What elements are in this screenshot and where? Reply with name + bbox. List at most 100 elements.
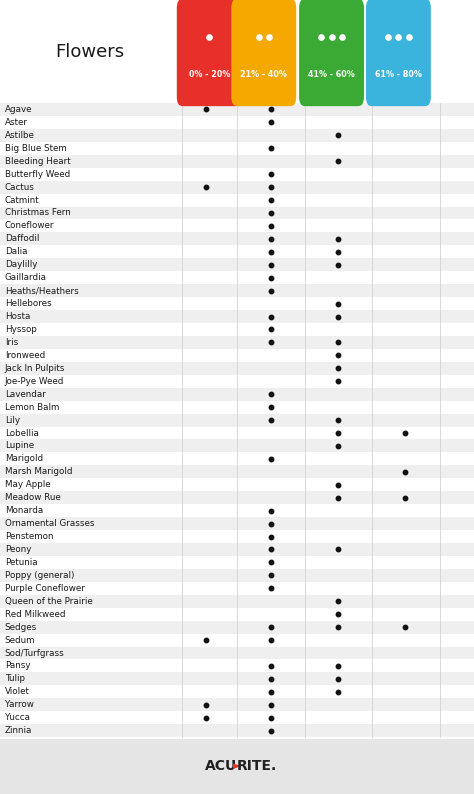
Bar xyxy=(0,738,474,794)
Text: Lobellia: Lobellia xyxy=(5,429,38,437)
Text: Big Blue Stem: Big Blue Stem xyxy=(5,144,66,152)
Bar xyxy=(0,194,474,206)
Bar xyxy=(0,426,474,440)
Text: Daylilly: Daylilly xyxy=(5,260,37,269)
Text: Astilbe: Astilbe xyxy=(5,131,35,140)
Bar xyxy=(0,168,474,181)
Text: May Apple: May Apple xyxy=(5,480,50,489)
Text: Daffodil: Daffodil xyxy=(5,234,39,244)
Text: Violet: Violet xyxy=(5,688,29,696)
Text: Poppy (general): Poppy (general) xyxy=(5,571,74,580)
Bar xyxy=(0,556,474,569)
Text: Heaths/Heathers: Heaths/Heathers xyxy=(5,286,79,295)
Text: Purple Coneflower: Purple Coneflower xyxy=(5,584,85,593)
Text: 0% - 20%: 0% - 20% xyxy=(189,70,230,79)
Text: Lupine: Lupine xyxy=(5,441,34,450)
Bar xyxy=(0,116,474,129)
Bar xyxy=(0,387,474,401)
Bar xyxy=(0,660,474,673)
Bar xyxy=(0,401,474,414)
Bar xyxy=(0,698,474,711)
Bar xyxy=(0,595,474,607)
Bar xyxy=(0,284,474,297)
Bar xyxy=(0,297,474,310)
Bar xyxy=(0,582,474,595)
Bar xyxy=(0,440,474,453)
Text: Pansy: Pansy xyxy=(5,661,30,670)
Bar xyxy=(0,530,474,543)
Text: Yucca: Yucca xyxy=(5,713,30,723)
Text: ACU: ACU xyxy=(205,759,237,773)
Bar xyxy=(0,349,474,362)
FancyBboxPatch shape xyxy=(231,0,296,106)
Text: Red Milkweed: Red Milkweed xyxy=(5,610,65,619)
Text: Penstemon: Penstemon xyxy=(5,532,53,541)
Bar xyxy=(0,673,474,685)
Text: Hyssop: Hyssop xyxy=(5,325,36,334)
Bar xyxy=(0,621,474,634)
Bar xyxy=(0,517,474,530)
Text: Agave: Agave xyxy=(5,105,32,114)
Bar xyxy=(0,258,474,272)
Bar xyxy=(0,569,474,582)
Bar xyxy=(0,607,474,621)
Bar xyxy=(0,646,474,660)
Text: Hosta: Hosta xyxy=(5,312,30,321)
Text: Marsh Marigold: Marsh Marigold xyxy=(5,468,72,476)
Text: 41% - 60%: 41% - 60% xyxy=(308,70,355,79)
Bar xyxy=(0,310,474,323)
Text: Lemon Balm: Lemon Balm xyxy=(5,403,59,411)
Text: Marigold: Marigold xyxy=(5,454,43,464)
Text: Meadow Rue: Meadow Rue xyxy=(5,493,61,503)
Bar xyxy=(0,375,474,387)
Bar xyxy=(0,465,474,478)
Bar xyxy=(0,272,474,284)
Text: 61% - 80%: 61% - 80% xyxy=(375,70,422,79)
Bar xyxy=(0,491,474,504)
Text: Sod/Turfgrass: Sod/Turfgrass xyxy=(5,649,64,657)
Text: Dalia: Dalia xyxy=(5,247,27,256)
Text: Iris: Iris xyxy=(5,338,18,347)
Text: Peony: Peony xyxy=(5,545,31,554)
Text: Catmint: Catmint xyxy=(5,195,39,205)
Text: Ornamental Grasses: Ornamental Grasses xyxy=(5,519,94,528)
Bar xyxy=(0,155,474,168)
Bar xyxy=(0,634,474,646)
Bar xyxy=(0,543,474,556)
Text: Aster: Aster xyxy=(5,118,28,127)
Bar xyxy=(0,323,474,336)
Text: Tulip: Tulip xyxy=(5,674,25,684)
Text: Sedum: Sedum xyxy=(5,635,35,645)
Bar xyxy=(0,103,474,116)
Text: Lavendar: Lavendar xyxy=(5,390,46,399)
Bar xyxy=(0,206,474,219)
Text: Cactus: Cactus xyxy=(5,183,35,191)
Text: RITE.: RITE. xyxy=(237,759,277,773)
Bar xyxy=(0,219,474,233)
Bar xyxy=(0,129,474,142)
Text: Petunia: Petunia xyxy=(5,558,37,567)
Bar xyxy=(0,336,474,349)
Bar xyxy=(0,181,474,194)
Text: Queen of the Prairie: Queen of the Prairie xyxy=(5,597,92,606)
Text: Butterfly Weed: Butterfly Weed xyxy=(5,170,70,179)
Text: 21% - 40%: 21% - 40% xyxy=(240,70,287,79)
Bar xyxy=(0,711,474,724)
Text: Bleeding Heart: Bleeding Heart xyxy=(5,156,70,166)
Bar xyxy=(0,453,474,465)
Text: Lily: Lily xyxy=(5,415,20,425)
Text: Jack In Pulpits: Jack In Pulpits xyxy=(5,364,65,373)
FancyBboxPatch shape xyxy=(299,0,364,106)
Bar xyxy=(0,233,474,245)
Text: Joe-Pye Weed: Joe-Pye Weed xyxy=(5,376,64,386)
FancyBboxPatch shape xyxy=(177,0,242,106)
Bar xyxy=(0,362,474,375)
Text: Coneflower: Coneflower xyxy=(5,222,54,230)
Bar xyxy=(0,724,474,737)
Text: Ironweed: Ironweed xyxy=(5,351,45,360)
Bar xyxy=(0,504,474,517)
Text: Hellebores: Hellebores xyxy=(5,299,51,308)
FancyBboxPatch shape xyxy=(366,0,431,106)
Bar xyxy=(0,142,474,155)
Text: Monarda: Monarda xyxy=(5,506,43,515)
